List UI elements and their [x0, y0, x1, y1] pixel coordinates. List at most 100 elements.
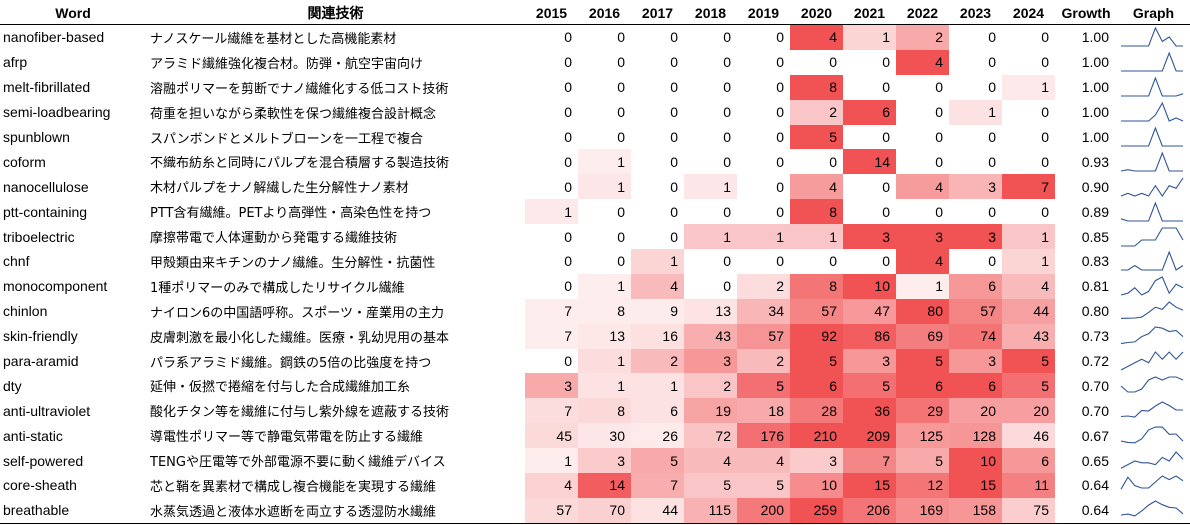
year-value-cell: 3 — [578, 448, 631, 474]
year-value-cell: 0 — [776, 203, 784, 220]
tech-cell: 摩擦帯電で人体運動から発電する繊維技術 — [150, 231, 398, 247]
sparkline-chart — [1120, 276, 1184, 297]
year-value-cell: 0 — [564, 29, 572, 46]
year-value-cell: 7 — [525, 323, 578, 349]
year-value-cell: 8 — [790, 273, 843, 299]
sparkline-chart — [1121, 27, 1183, 47]
tech-cell: 1種ポリマーのみで構成したリサイクル繊維 — [150, 280, 405, 296]
year-value-cell: 0 — [670, 129, 678, 145]
tech-cell: アラミド繊維強化複合材。防弾・航空宇宙向け — [150, 56, 424, 72]
sparkline-line — [1120, 201, 1183, 222]
year-value-cell: 1 — [578, 373, 631, 399]
year-value-cell: 43 — [684, 323, 737, 349]
year-value-cell: 200 — [737, 497, 790, 524]
year-value-cell: 3 — [896, 224, 949, 250]
year-value-cell: 7 — [1002, 174, 1055, 200]
year-value-cell: 0 — [829, 253, 837, 270]
year-value-cell: 45 — [525, 423, 578, 449]
year-value-cell: 14 — [578, 473, 631, 498]
year-value-cell: 0 — [829, 153, 837, 170]
year-value-cell: 1 — [578, 174, 631, 200]
sparkline-cell — [1117, 25, 1190, 50]
table-row: para-aramid パラ系アラミド繊維。鋼鉄の5倍の比強度を持つ 0 1 2 3 2 5 3… — [0, 348, 1190, 374]
year-value-cell: 4 — [1002, 273, 1055, 299]
year-value-cell: 0 — [723, 54, 731, 71]
header-year-2024: 2024 — [1002, 2, 1055, 25]
year-value-cell: 3 — [684, 348, 737, 374]
header-word: Word — [0, 2, 146, 25]
year-value-cell: 0 — [723, 79, 731, 96]
year-value-cell: 3 — [843, 348, 896, 374]
year-value-cell: 0 — [617, 129, 625, 145]
year-value-cell: 0 — [776, 178, 784, 195]
table-row: semi-loadbearing 荷重を担いながら柔軟性を保つ繊維複合設計概念 0 0… — [0, 99, 1190, 125]
year-value-cell: 30 — [578, 423, 631, 449]
sparkline-cell — [1117, 448, 1190, 473]
year-value-cell: 0 — [776, 129, 784, 145]
table-row: ptt-containing PTT含有繊維。PETより高弾性・高染色性を持つ 1 0… — [0, 199, 1190, 225]
year-value-cell: 4 — [896, 174, 949, 200]
year-value-cell: 8 — [578, 298, 631, 324]
sparkline-line — [1120, 276, 1184, 297]
sparkline-cell — [1117, 473, 1190, 498]
year-value-cell: 0 — [670, 104, 678, 121]
header-year-2023: 2023 — [949, 2, 1002, 25]
year-value-cell: 5 — [684, 473, 737, 498]
year-value-cell: 9 — [631, 298, 684, 324]
header-graph: Graph — [1117, 2, 1190, 25]
tech-cell: 荷重を担いながら柔軟性を保つ繊維複合設計概念 — [150, 106, 437, 122]
table-row: triboelectric 摩擦帯電で人体運動から発電する繊維技術 0 0 0 1 1 1 3 3… — [0, 224, 1190, 250]
year-value-cell: 0 — [935, 104, 943, 121]
year-value-cell: 0 — [935, 129, 943, 145]
sparkline-chart — [1121, 51, 1183, 72]
year-value-cell: 0 — [723, 29, 731, 46]
table-row: core-sheath 芯と鞘を異素材で構成し複合機能を実現する繊維 4 14 7 5 5 1… — [0, 473, 1190, 498]
year-value-cell: 0 — [617, 104, 625, 121]
year-value-cell: 0 — [617, 79, 625, 96]
sparkline-line — [1121, 250, 1184, 272]
sparkline-line — [1121, 51, 1183, 72]
year-value-cell: 1 — [1002, 224, 1055, 250]
tech-cell: ナノスケール繊維を基材とした高機能素材 — [150, 31, 397, 47]
growth-cell: 0.81 — [1081, 278, 1109, 295]
word-cell: breathable — [0, 497, 146, 524]
sparkline-chart — [1120, 500, 1184, 517]
year-value-cell: 115 — [684, 497, 737, 524]
sparkline-chart — [1121, 76, 1184, 97]
growth-cell: 0.72 — [1081, 353, 1109, 370]
sparkline-chart — [1120, 326, 1184, 345]
sparkline-chart — [1120, 426, 1184, 444]
year-value-cell: 1 — [631, 249, 684, 274]
year-value-cell: 6 — [843, 99, 896, 125]
sparkline-cell — [1117, 274, 1190, 299]
year-value-cell: 1 — [631, 373, 684, 399]
table-row: nanofiber-based ナノスケール繊維を基材とした高機能素材 0 0 0 0 0 4… — [0, 24, 1190, 50]
year-value-cell: 18 — [737, 398, 790, 424]
tech-cell: スパンボンドとメルトブローンを一工程で複合 — [150, 131, 424, 147]
tech-cell: 皮膚刺激を最小化した繊維。医療・乳幼児用の基本 — [150, 330, 450, 346]
year-value-cell: 4 — [896, 249, 949, 274]
growth-cell: 0.64 — [1055, 497, 1117, 524]
year-value-cell: 0 — [670, 203, 678, 220]
year-value-cell: 0 — [1041, 29, 1049, 46]
tech-cell: 溶融ポリマーを剪断でナノ繊維化する低コスト技術 — [150, 81, 449, 97]
word-cell: coform — [3, 153, 46, 170]
year-value-cell: 0 — [988, 54, 996, 71]
table-row: monocomponent 1種ポリマーのみで構成したリサイクル繊維 0 1 4 0 2 8 1… — [0, 273, 1190, 299]
year-value-cell: 1 — [578, 149, 631, 175]
year-value-cell: 19 — [684, 398, 737, 424]
growth-cell: 1.00 — [1081, 79, 1109, 96]
year-value-cell: 26 — [631, 423, 684, 449]
header-row: Word 関連技術 2015 2016 2017 2018 2019 2020 … — [0, 2, 1190, 25]
year-value-cell: 0 — [670, 228, 678, 245]
year-value-cell: 5 — [737, 373, 790, 399]
sparkline-cell — [1117, 149, 1190, 174]
year-value-cell: 72 — [684, 423, 737, 449]
year-value-cell: 158 — [949, 497, 1002, 524]
sparkline-line — [1120, 177, 1184, 197]
year-value-cell: 75 — [1002, 497, 1055, 524]
year-value-cell: 5 — [1002, 373, 1055, 399]
sparkline-line — [1121, 101, 1184, 122]
year-value-cell: 7 — [631, 473, 684, 498]
year-value-cell: 5 — [631, 448, 684, 474]
